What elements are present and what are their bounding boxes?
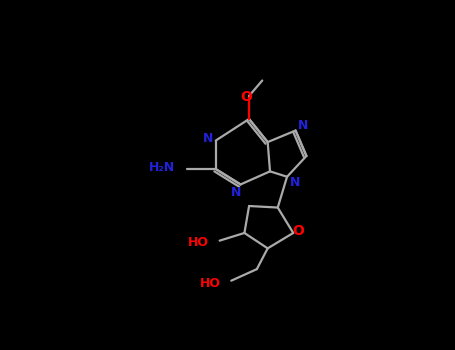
Text: HO: HO <box>188 236 209 249</box>
Text: O: O <box>293 224 304 238</box>
Text: N: N <box>231 186 241 199</box>
Text: HO: HO <box>199 277 220 290</box>
Text: N: N <box>298 119 308 132</box>
Text: O: O <box>240 90 252 104</box>
Text: N: N <box>203 132 213 145</box>
Text: H₂N: H₂N <box>148 161 175 174</box>
Text: N: N <box>290 176 300 189</box>
